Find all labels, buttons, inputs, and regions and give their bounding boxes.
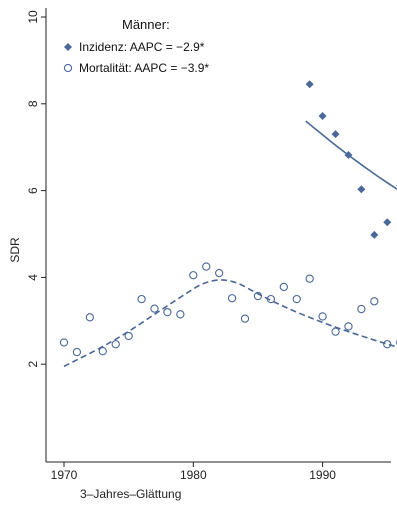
- y-tick-label-6: 6: [26, 187, 40, 194]
- point-mortalitaet-1980: [189, 271, 198, 280]
- x-tick-label-1990: 1990: [309, 468, 336, 482]
- point-inzidenz-1995: [383, 218, 392, 227]
- legend-label-inzidenz: Inzidenz: AAPC = −2.9*: [79, 40, 205, 54]
- point-mortalitaet-1993: [357, 304, 366, 314]
- point-mortalitaet-1983: [227, 294, 237, 303]
- point-inzidenz-1990: [318, 111, 327, 120]
- point-inzidenz-1994: [370, 230, 379, 239]
- point-mortalitaet-1973: [98, 347, 107, 356]
- legend-marker-mortalitaet: [63, 63, 73, 73]
- legend-marker-inzidenz: [64, 43, 72, 51]
- point-inzidenz-1993: [357, 185, 366, 194]
- point-mortalitaet-1987: [279, 282, 288, 292]
- legend-label-mortalitaet: Mortalität: AAPC = −3.9*: [79, 61, 209, 75]
- legend: Männer: Inzidenz: AAPC = −2.9* Mortalitä…: [63, 17, 209, 75]
- point-mortalitaet-1991: [331, 327, 340, 336]
- point-mortalitaet-1975: [124, 331, 133, 341]
- plot-area: 1970198019902000246810: [26, 8, 397, 482]
- y-tick-label-2: 2: [26, 361, 40, 368]
- y-tick-label-8: 8: [26, 100, 40, 107]
- point-mortalitaet-1995: [383, 340, 392, 349]
- point-mortalitaet-1981: [202, 262, 211, 271]
- point-mortalitaet-1986: [266, 294, 276, 304]
- point-inzidenz-1991: [331, 130, 340, 139]
- legend-title: Männer:: [122, 17, 170, 32]
- x-axis-label: 3–Jahres–Glättung: [80, 487, 181, 501]
- point-mortalitaet-1976: [137, 294, 146, 304]
- y-axis-label: SDR: [8, 237, 22, 263]
- point-mortalitaet-1972: [85, 313, 95, 322]
- trend-line-series-0: [305, 120, 397, 190]
- y-tick-label-10: 10: [26, 10, 40, 24]
- point-mortalitaet-1994: [370, 297, 379, 306]
- point-mortalitaet-1989: [305, 274, 314, 283]
- point-mortalitaet-1982: [215, 268, 224, 278]
- point-mortalitaet-1970: [59, 338, 69, 347]
- point-mortalitaet-1985: [253, 291, 263, 301]
- point-mortalitaet-1974: [111, 340, 120, 349]
- point-inzidenz-1989: [305, 80, 314, 89]
- x-tick-label-1970: 1970: [51, 468, 78, 482]
- point-mortalitaet-1990: [318, 312, 327, 321]
- point-mortalitaet-1984: [240, 314, 250, 323]
- point-mortalitaet-1971: [72, 347, 82, 357]
- point-mortalitaet-1977: [150, 304, 159, 313]
- point-mortalitaet-1978: [163, 307, 172, 317]
- point-mortalitaet-1992: [344, 322, 353, 331]
- point-inzidenz-1992: [344, 151, 353, 160]
- point-mortalitaet-1988: [292, 294, 301, 304]
- point-mortalitaet-1979: [176, 310, 185, 319]
- x-tick-label-1980: 1980: [180, 468, 207, 482]
- y-tick-label-4: 4: [26, 274, 40, 281]
